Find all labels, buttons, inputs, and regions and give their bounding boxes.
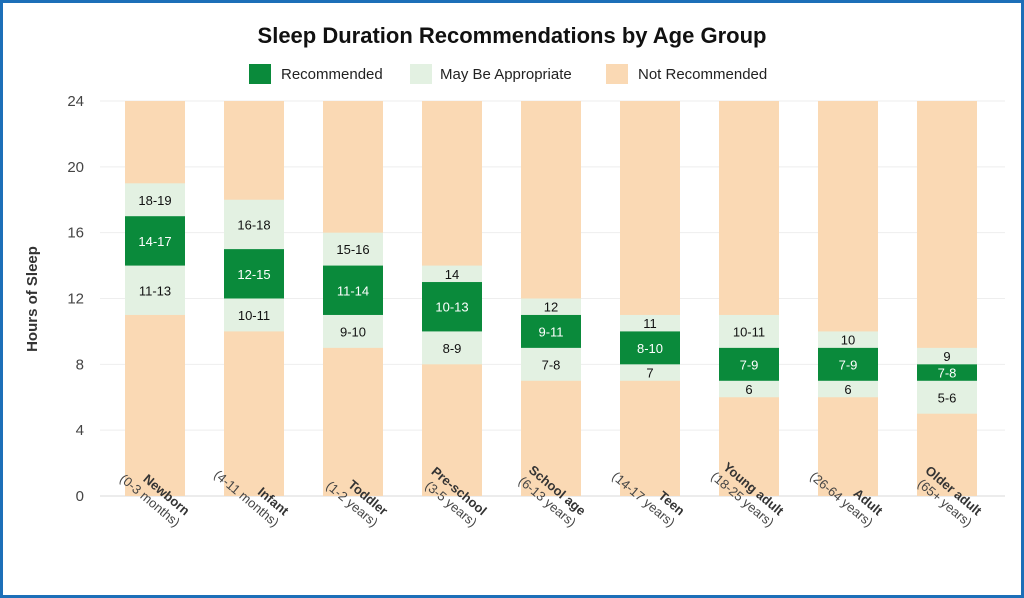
label-may-be-appropriate-low: 7-8 xyxy=(542,357,561,372)
label-may-be-appropriate-high: 15-16 xyxy=(336,242,369,257)
legend-swatch-recommended xyxy=(249,64,271,84)
bars: 18-19 14-17 11-13 16-18 12-15 10-11 15-16 11-14… xyxy=(125,101,977,496)
label-recommended: 7-8 xyxy=(938,366,957,381)
chart-title: Sleep Duration Recommendations by Age Gr… xyxy=(258,23,767,48)
legend-label-not-recommended: Not Recommended xyxy=(638,66,767,83)
label-may-be-appropriate-low: 6 xyxy=(844,382,851,397)
label-recommended: 12-15 xyxy=(237,267,270,282)
legend-swatch-not-recommended xyxy=(606,64,628,84)
bar-group: 18-19 14-17 11-13 xyxy=(125,101,185,496)
bar-group: 10-11 7-9 6 xyxy=(719,101,779,496)
legend-label-recommended: Recommended xyxy=(281,66,383,83)
legend-swatch-may-be-appropriate xyxy=(410,64,432,84)
label-recommended: 10-13 xyxy=(435,300,468,315)
bar-group: 14 10-13 8-9 xyxy=(422,101,482,496)
label-may-be-appropriate-high: 10-11 xyxy=(733,324,765,339)
label-recommended: 7-9 xyxy=(839,357,858,372)
legend: Recommended May Be Appropriate Not Recom… xyxy=(249,64,767,84)
bar-group: 15-16 11-14 9-10 xyxy=(323,101,383,496)
bar-not-recommended xyxy=(620,101,680,496)
bar-recommended xyxy=(521,314,581,348)
bar-group: 9 7-8 5-6 xyxy=(917,101,977,496)
bar-group: 12 9-11 7-8 xyxy=(521,101,581,496)
y-tick-label: 8 xyxy=(76,356,84,373)
bar-recommended xyxy=(224,249,284,299)
label-may-be-appropriate-high: 12 xyxy=(544,300,558,315)
bar-group: 11 8-10 7 xyxy=(620,101,680,496)
label-recommended: 9-11 xyxy=(538,324,563,339)
bar-recommended xyxy=(125,216,185,266)
y-tick-label: 16 xyxy=(67,225,84,242)
y-tick-label: 4 xyxy=(76,422,84,439)
y-axis-label: Hours of Sleep xyxy=(24,246,41,352)
bar-recommended xyxy=(323,265,383,315)
bar-not-recommended xyxy=(917,101,977,496)
label-recommended: 11-14 xyxy=(337,283,369,298)
label-may-be-appropriate-low: 9-10 xyxy=(340,324,366,339)
label-may-be-appropriate-high: 14 xyxy=(445,267,459,282)
label-may-be-appropriate-low: 6 xyxy=(745,382,752,397)
label-recommended: 14-17 xyxy=(138,234,171,249)
bar-group: 10 7-9 6 xyxy=(818,101,878,496)
label-may-be-appropriate-high: 18-19 xyxy=(138,193,171,208)
bar-recommended xyxy=(917,364,977,381)
bar-group: 16-18 12-15 10-11 xyxy=(224,101,284,496)
label-may-be-appropriate-high: 11 xyxy=(643,316,657,331)
y-tick-label: 20 xyxy=(67,159,84,176)
label-may-be-appropriate-high: 10 xyxy=(841,333,855,348)
legend-label-may-be-appropriate: May Be Appropriate xyxy=(440,66,572,83)
label-recommended: 8-10 xyxy=(637,341,663,356)
bar-not-recommended xyxy=(818,101,878,496)
bar-recommended xyxy=(818,347,878,381)
label-may-be-appropriate-low: 8-9 xyxy=(443,341,462,356)
bar-not-recommended xyxy=(719,101,779,496)
label-may-be-appropriate-low: 11-13 xyxy=(139,283,171,298)
label-recommended: 7-9 xyxy=(740,357,759,372)
y-tick-label: 0 xyxy=(76,488,84,505)
y-tick-label: 24 xyxy=(67,93,84,110)
y-axis-ticks: 0 4 8 12 16 20 24 xyxy=(67,93,84,505)
bar-recommended xyxy=(719,347,779,381)
label-may-be-appropriate-low: 10-11 xyxy=(238,308,270,323)
y-tick-label: 12 xyxy=(67,291,84,308)
label-may-be-appropriate-high: 16-18 xyxy=(237,217,270,232)
bar-recommended xyxy=(620,331,680,365)
label-may-be-appropriate-low: 7 xyxy=(646,366,653,381)
label-may-be-appropriate-low: 5-6 xyxy=(938,390,957,405)
label-may-be-appropriate-high: 9 xyxy=(943,349,950,364)
bar-recommended xyxy=(422,282,482,332)
